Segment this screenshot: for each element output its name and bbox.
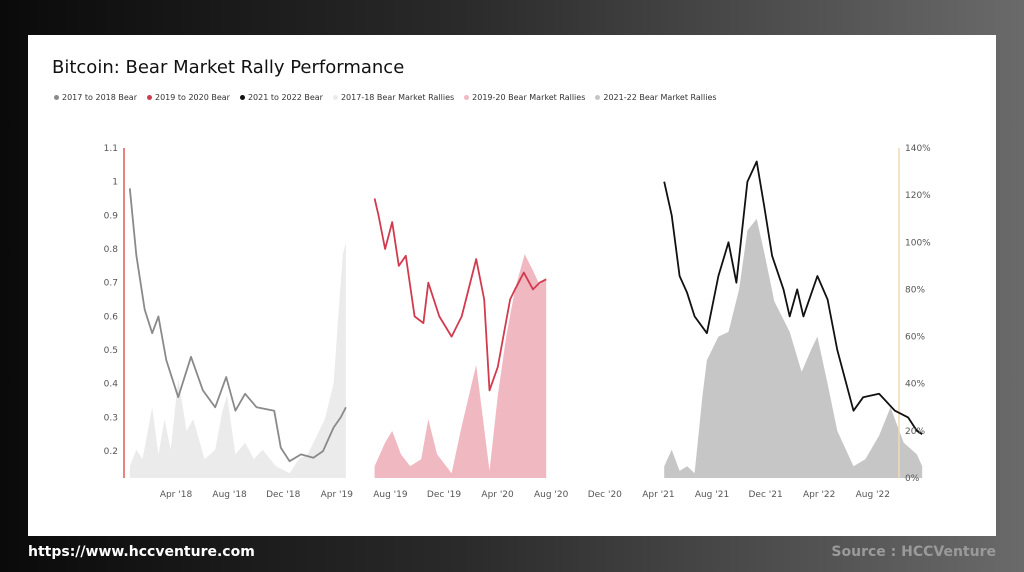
right-tick-label: 60% [905,333,925,343]
legend-dot-icon [239,95,245,100]
x-tick-label: Aug '22 [856,490,890,500]
legend-item-2019-20-bear[interactable]: 2019 to 2020 Bear [146,93,230,102]
left-tick-label: 0.5 [104,346,118,356]
right-tick-label: 140% [905,144,931,154]
left-tick-label: 1.1 [104,144,118,154]
x-tick-label: Dec '19 [427,490,461,500]
legend-dot-icon [146,95,152,100]
left-tick-label: 1 [112,178,118,188]
legend-dot-icon [332,95,338,100]
legend-label: 2017-18 Bear Market Rallies [340,93,455,102]
rally-area-3 [664,218,923,478]
right-tick-label: 40% [905,380,925,390]
right-tick-label: 100% [905,238,931,248]
right-tick-label: 80% [905,285,925,295]
legend-label: 2021-22 Bear Market Rallies [603,93,717,102]
website-link[interactable]: https://www.hccventure.com [28,544,255,560]
chart-card: Bitcoin: Bear Market Rally Performance 2… [28,35,996,536]
left-tick-label: 0.6 [104,312,119,322]
bear-line-1 [128,188,347,463]
right-tick-label: 0% [905,474,920,484]
x-tick-label: Dec '18 [266,490,300,500]
x-tick-label: Aug '18 [212,490,247,500]
x-tick-label: Dec '21 [748,490,782,500]
rally-area-1 [129,242,346,478]
x-tick-label: Aug '20 [534,490,569,500]
x-tick-label: Apr '19 [321,490,354,500]
legend-label: 2019 to 2020 Bear [154,93,230,102]
legend-item-2017-18-rallies[interactable]: 2017-18 Bear Market Rallies [332,93,455,102]
left-tick-label: 0.9 [104,211,119,221]
right-tick-label: 20% [905,427,925,437]
x-tick-label: Apr '22 [803,490,835,500]
right-tick-label: 120% [905,191,931,201]
legend-dot-icon [595,95,601,100]
legend-dot-icon [54,95,59,100]
legend-dot-icon [464,95,470,100]
legend-item-2017-18-bear[interactable]: 2017 to 2018 Bear [54,93,137,102]
x-tick-label: Dec '20 [588,490,622,500]
chart-title: Bitcoin: Bear Market Rally Performance [52,57,405,78]
legend-label: 2021 to 2022 Bear [247,93,323,102]
x-tick-label: Apr '18 [160,490,193,500]
x-tick-label: Apr '20 [481,490,514,500]
left-tick-label: 0.8 [104,245,119,255]
legend-item-2019-20-rallies[interactable]: 2019-20 Bear Market Rallies [464,93,585,102]
left-tick-label: 0.7 [104,279,118,289]
legend-item-2021-22-bear[interactable]: 2021 to 2022 Bear [239,93,323,102]
source-credit: Source : HCCVenture [831,544,996,560]
rally-area-2 [374,254,547,478]
x-tick-label: Apr '21 [642,490,674,500]
left-tick-label: 0.4 [104,380,119,390]
legend-label: 2019-20 Bear Market Rallies [472,93,586,102]
legend-item-2021-22-rallies[interactable]: 2021-22 Bear Market Rallies [595,93,717,102]
bear-line-3 [663,160,923,435]
left-tick-label: 0.2 [104,447,118,457]
x-tick-label: Aug '21 [695,490,729,500]
bear-line-2 [373,198,547,392]
x-tick-label: Aug '19 [373,490,408,500]
chart-plot-area: 0.2 0.3 0.4 0.5 0.6 0.7 0.8 0.9 1 1.1 0% 20% 40% 60% 8… [104,144,932,500]
left-tick-label: 0.3 [104,413,118,423]
chart-legend: 2017 to 2018 Bear 2019 to 2020 Bear 2021… [54,93,717,102]
legend-label: 2017 to 2018 Bear [62,93,137,102]
